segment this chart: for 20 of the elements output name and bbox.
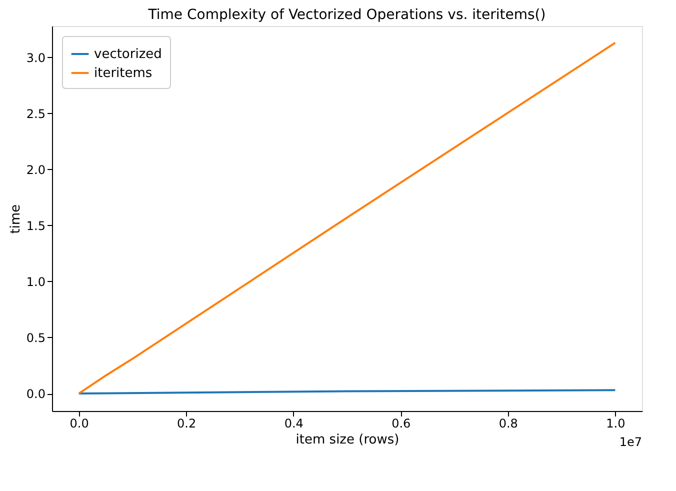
chart-title: Time Complexity of Vectorized Operations vs. iteritems()	[147, 7, 546, 23]
x-tick-label: 0.6	[392, 416, 411, 430]
text: 1e7	[619, 435, 642, 449]
x-tick-label: 0.4	[284, 416, 304, 430]
y-tick-label: 1.5	[26, 218, 46, 233]
y-tick-label: 2.0	[26, 162, 46, 177]
y-tick-label: 3.0	[26, 50, 46, 65]
x-axis-title: item size (rows)	[296, 432, 400, 448]
y-tick-label: 2.5	[26, 106, 46, 121]
line-series	[78, 42, 616, 395]
x-tick-label: 1.0	[606, 416, 626, 430]
y-tick-label: 1.0	[26, 274, 46, 289]
y-tick-label: 0.0	[26, 387, 46, 402]
y-axis-title: time	[8, 204, 24, 234]
y-tick-label: 0.5	[26, 330, 46, 345]
x-tick-label: 0.0	[70, 416, 89, 430]
legend-label: iteritems	[94, 66, 152, 81]
x-tick-label: 0.2	[177, 416, 196, 430]
x-tick-label: 0.8	[498, 416, 518, 430]
legend-label: vectorized	[94, 47, 162, 62]
